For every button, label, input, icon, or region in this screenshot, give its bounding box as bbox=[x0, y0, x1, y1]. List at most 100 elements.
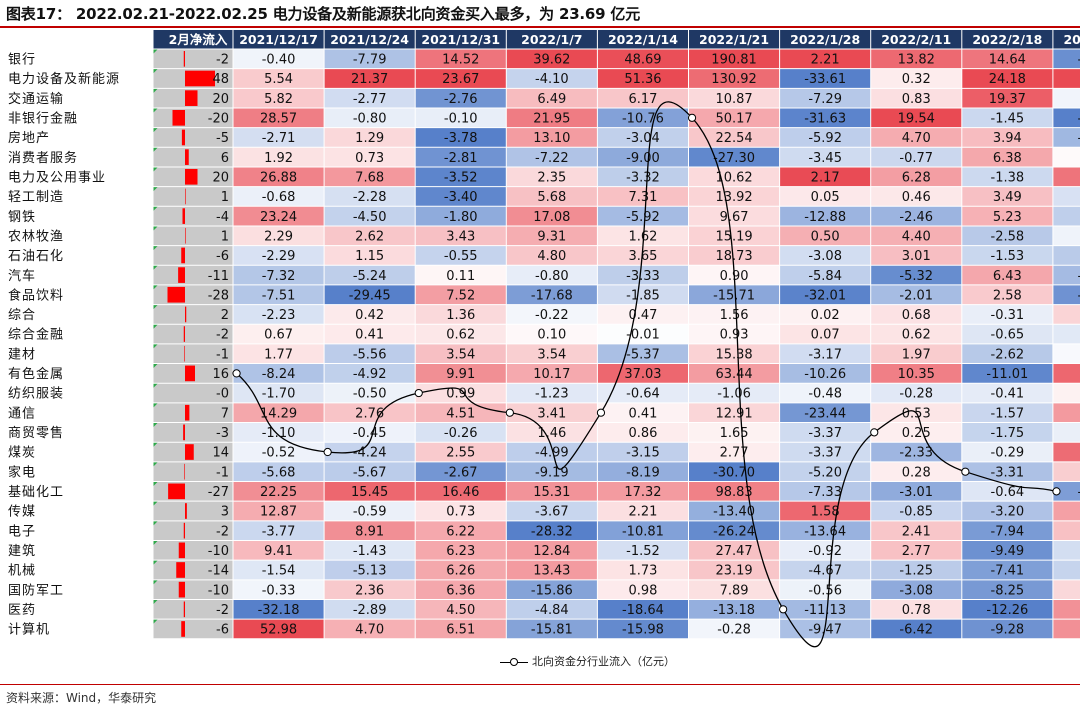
value-label: 23.24 bbox=[260, 210, 297, 225]
value-label: -0.31 bbox=[991, 308, 1025, 323]
flow-marker bbox=[153, 422, 158, 428]
flow-marker bbox=[153, 560, 158, 566]
flow-line-point bbox=[323, 447, 332, 457]
value-cell bbox=[961, 422, 1053, 443]
value-cell bbox=[961, 324, 1053, 344]
value-label: 0.41 bbox=[355, 328, 384, 343]
flow-bar bbox=[182, 208, 185, 224]
value-cell bbox=[779, 343, 871, 364]
value-label: -0.52 bbox=[262, 446, 296, 461]
column-header: 2021/12/31 bbox=[421, 32, 500, 47]
flow-cell bbox=[153, 49, 233, 69]
value-label: -30.59 bbox=[1077, 53, 1080, 68]
value-label: -1.53 bbox=[991, 249, 1025, 264]
industry-label: 计算机 bbox=[8, 623, 50, 638]
value-cell bbox=[233, 304, 325, 325]
value-label: -5.92 bbox=[808, 131, 842, 146]
value-cell bbox=[415, 363, 507, 384]
value-cell bbox=[597, 540, 689, 561]
flow-value: -2 bbox=[216, 328, 229, 343]
value-cell bbox=[1052, 324, 1080, 344]
value-cell bbox=[506, 442, 598, 462]
value-label: 12.91 bbox=[715, 406, 752, 421]
value-cell bbox=[233, 225, 325, 246]
industry-label: 传媒 bbox=[8, 505, 36, 520]
value-cell bbox=[597, 619, 689, 639]
flow-value: 14 bbox=[212, 446, 229, 461]
flow-bar bbox=[183, 424, 185, 441]
value-label: -5.24 bbox=[353, 269, 387, 284]
column-header: 2022/1/21 bbox=[699, 32, 769, 47]
value-cell bbox=[233, 560, 325, 580]
value-label: -0.26 bbox=[444, 426, 478, 441]
flow-bar bbox=[184, 345, 185, 362]
value-cell bbox=[961, 383, 1053, 403]
value-label: 1.92 bbox=[264, 151, 293, 166]
flow-bar bbox=[178, 267, 185, 283]
value-label: -13.46 bbox=[1077, 131, 1080, 146]
value-cell bbox=[415, 284, 507, 305]
flow-marker bbox=[153, 599, 158, 605]
flow-marker bbox=[153, 186, 158, 192]
value-cell bbox=[961, 245, 1053, 266]
value-label: 3.01 bbox=[902, 249, 931, 264]
value-label: -2.76 bbox=[444, 92, 478, 107]
value-label: -27.30 bbox=[713, 151, 755, 166]
value-label: 0.86 bbox=[628, 426, 657, 441]
value-cell bbox=[688, 520, 780, 541]
value-label: 0.07 bbox=[811, 328, 840, 343]
industry-label: 商贸零售 bbox=[8, 425, 64, 441]
value-cell bbox=[233, 501, 325, 521]
value-label: 0.32 bbox=[902, 72, 931, 87]
flow-cell bbox=[153, 304, 233, 325]
flow-cell bbox=[153, 147, 233, 167]
industry-label: 电子 bbox=[8, 524, 36, 539]
flow-value: -20 bbox=[208, 111, 229, 126]
value-cell bbox=[779, 107, 871, 128]
value-label: -3.04 bbox=[626, 131, 660, 146]
value-label: 0.25 bbox=[902, 426, 931, 441]
value-cell bbox=[233, 599, 325, 620]
value-cell bbox=[506, 520, 598, 541]
value-label: -3.40 bbox=[444, 190, 478, 205]
value-label: -13.64 bbox=[804, 524, 846, 539]
value-cell bbox=[779, 304, 871, 325]
value-label: 0.62 bbox=[902, 328, 931, 343]
value-cell bbox=[1052, 442, 1080, 462]
value-label: -3.78 bbox=[444, 131, 478, 146]
value-cell bbox=[597, 560, 689, 580]
value-cell bbox=[233, 107, 325, 128]
value-cell bbox=[779, 245, 871, 266]
value-label: -3.52 bbox=[444, 170, 478, 185]
value-label: -5.68 bbox=[262, 465, 296, 480]
value-label: -6.42 bbox=[899, 623, 933, 638]
value-cell bbox=[1052, 481, 1080, 502]
value-cell bbox=[1052, 127, 1080, 148]
flow-bar bbox=[183, 522, 185, 539]
flow-value: 16 bbox=[212, 367, 229, 382]
value-label: -7.29 bbox=[808, 92, 842, 107]
value-label: 4.40 bbox=[902, 229, 931, 244]
value-cell bbox=[324, 383, 416, 403]
value-cell bbox=[415, 107, 507, 128]
flow-cell bbox=[153, 540, 233, 561]
value-label: -31.63 bbox=[804, 111, 846, 126]
value-label: -0.28 bbox=[717, 623, 751, 638]
value-cell bbox=[506, 422, 598, 443]
industry-label: 钢铁 bbox=[8, 210, 36, 225]
value-cell bbox=[870, 422, 962, 443]
industry-label: 机械 bbox=[8, 564, 36, 579]
value-label: 50.17 bbox=[715, 111, 752, 126]
value-cell bbox=[415, 599, 507, 620]
value-cell bbox=[961, 225, 1053, 246]
value-label: -2.23 bbox=[262, 308, 296, 323]
value-label: 6.43 bbox=[993, 269, 1022, 284]
flow-line-point bbox=[870, 428, 879, 437]
flow-bar bbox=[181, 247, 185, 264]
value-cell bbox=[961, 206, 1053, 226]
value-label: -8.25 bbox=[991, 583, 1025, 598]
value-cell bbox=[233, 422, 325, 443]
value-cell bbox=[415, 619, 507, 639]
value-label: -0.59 bbox=[353, 505, 387, 520]
value-label: -8.24 bbox=[262, 367, 296, 382]
